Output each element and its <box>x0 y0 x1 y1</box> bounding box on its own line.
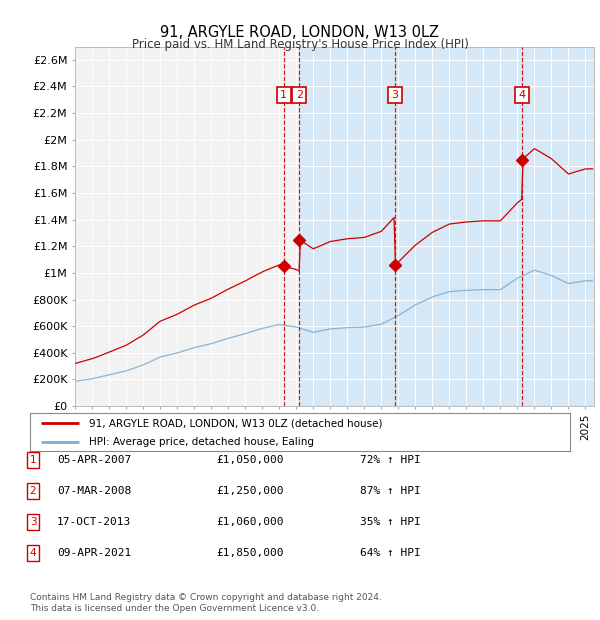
Text: 2: 2 <box>29 486 37 496</box>
Text: 2: 2 <box>296 90 303 100</box>
Text: 91, ARGYLE ROAD, LONDON, W13 0LZ: 91, ARGYLE ROAD, LONDON, W13 0LZ <box>161 25 439 40</box>
Text: 3: 3 <box>29 517 37 527</box>
Text: £1,050,000: £1,050,000 <box>216 455 284 465</box>
Text: £1,850,000: £1,850,000 <box>216 548 284 558</box>
Text: 1: 1 <box>29 455 37 465</box>
Text: 09-APR-2021: 09-APR-2021 <box>57 548 131 558</box>
Text: £1,250,000: £1,250,000 <box>216 486 284 496</box>
Text: 4: 4 <box>29 548 37 558</box>
Text: 3: 3 <box>391 90 398 100</box>
Text: 64% ↑ HPI: 64% ↑ HPI <box>360 548 421 558</box>
Bar <box>299 46 600 406</box>
Text: 07-MAR-2008: 07-MAR-2008 <box>57 486 131 496</box>
Text: Contains HM Land Registry data © Crown copyright and database right 2024.
This d: Contains HM Land Registry data © Crown c… <box>30 593 382 613</box>
Text: HPI: Average price, detached house, Ealing: HPI: Average price, detached house, Eali… <box>89 436 314 447</box>
Text: 4: 4 <box>518 90 526 100</box>
Text: 35% ↑ HPI: 35% ↑ HPI <box>360 517 421 527</box>
Text: 72% ↑ HPI: 72% ↑ HPI <box>360 455 421 465</box>
Text: £1,060,000: £1,060,000 <box>216 517 284 527</box>
Text: 91, ARGYLE ROAD, LONDON, W13 0LZ (detached house): 91, ARGYLE ROAD, LONDON, W13 0LZ (detach… <box>89 418 383 428</box>
Text: 05-APR-2007: 05-APR-2007 <box>57 455 131 465</box>
Text: 17-OCT-2013: 17-OCT-2013 <box>57 517 131 527</box>
Text: 87% ↑ HPI: 87% ↑ HPI <box>360 486 421 496</box>
Text: 1: 1 <box>280 90 287 100</box>
Text: Price paid vs. HM Land Registry's House Price Index (HPI): Price paid vs. HM Land Registry's House … <box>131 38 469 51</box>
